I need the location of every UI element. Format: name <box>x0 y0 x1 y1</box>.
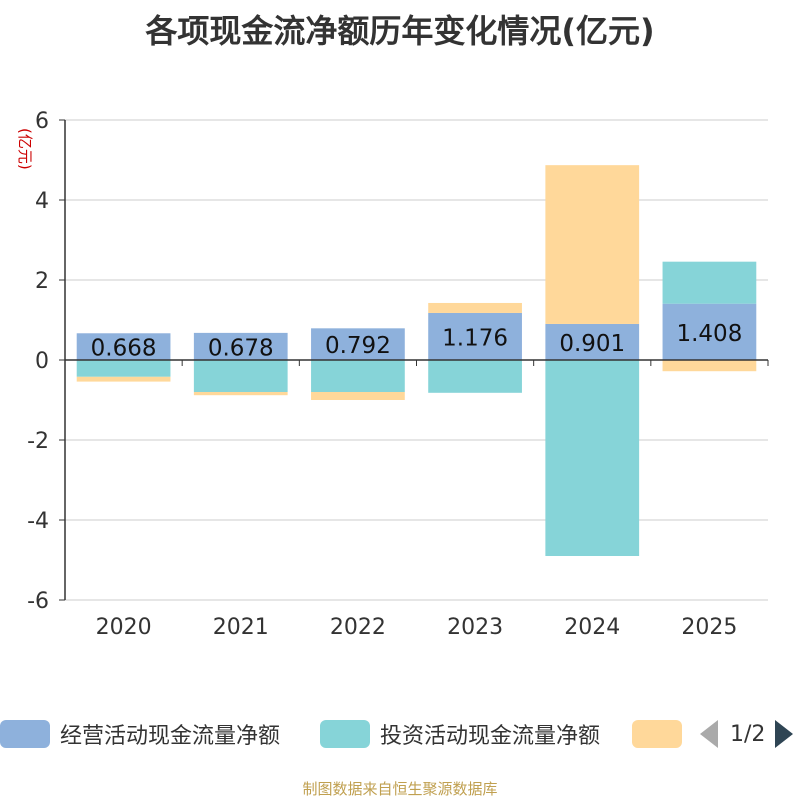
y-tick-label: 6 <box>35 109 49 134</box>
legend-item-operating[interactable]: 经营活动现金流量净额 <box>0 716 280 752</box>
legend-page-indicator: 1/2 <box>730 721 766 747</box>
legend-item-investing[interactable]: 投资活动现金流量净额 <box>320 716 600 752</box>
y-tick-label: -6 <box>27 589 49 614</box>
legend-swatch-investing <box>320 720 370 748</box>
legend-prev-page-icon[interactable] <box>700 720 718 748</box>
legend-label-investing: 投资活动现金流量净额 <box>380 724 601 749</box>
bar-2022-series-0 <box>311 328 405 360</box>
bar-2020-series-1 <box>76 360 171 377</box>
data-label: 0.792 <box>325 333 391 359</box>
data-label: 0.678 <box>208 335 274 361</box>
x-tick-label: 2023 <box>447 615 503 640</box>
y-tick-label: 0 <box>35 349 49 374</box>
x-tick-label: 2025 <box>681 615 737 640</box>
bar-2024-series-1 <box>545 360 640 556</box>
bar-2022-series-2 <box>311 392 405 400</box>
bar-2023-series-1 <box>428 360 522 393</box>
y-tick-label: 2 <box>35 269 49 294</box>
data-label: 0.901 <box>559 331 625 357</box>
bar-2021-series-1 <box>193 360 288 392</box>
data-label: 1.408 <box>676 321 742 347</box>
bar-2024-series-0 <box>545 323 640 360</box>
legend-pager: 1/2 <box>700 716 794 752</box>
y-tick-label: 4 <box>35 189 49 214</box>
x-tick-label: 2022 <box>330 615 386 640</box>
y-tick-label: -4 <box>27 509 49 534</box>
bar-2025-series-1 <box>662 261 757 304</box>
data-label: 1.176 <box>442 325 508 351</box>
data-source-note: 制图数据来自恒生聚源数据库 <box>302 780 498 798</box>
bar-2024-series-2 <box>545 165 640 324</box>
x-tick-label: 2024 <box>564 615 620 640</box>
bar-2020-series-0 <box>76 333 171 360</box>
chart-canvas: 6 4 2 0 -2 -4 -6 2020 2021 2022 2023 2024 2025 0.668 0… <box>27 109 769 640</box>
bar-2025-series-2 <box>662 360 757 372</box>
bar-2021-series-2 <box>193 392 288 396</box>
y-tick-label: -2 <box>27 429 49 454</box>
legend-label-operating: 经营活动现金流量净额 <box>60 724 281 749</box>
bar-2021-series-0 <box>193 332 288 360</box>
legend-swatch-third <box>632 720 682 748</box>
bar-2023-series-0 <box>428 312 522 360</box>
data-label: 0.668 <box>91 336 157 362</box>
x-tick-label: 2021 <box>213 615 269 640</box>
legend-swatch-operating <box>0 720 50 748</box>
chart-title: 各项现金流净额历年变化情况(亿元) <box>145 12 655 50</box>
bar-2025-series-0 <box>662 303 757 360</box>
legend-next-page-icon[interactable] <box>775 720 794 748</box>
legend-item-third[interactable] <box>632 716 692 752</box>
bar-2020-series-2 <box>76 376 171 382</box>
bar-2023-series-2 <box>428 302 522 313</box>
x-tick-label: 2020 <box>96 615 152 640</box>
bar-2022-series-1 <box>311 360 405 392</box>
legend: 经营活动现金流量净额 投资活动现金流量净额 1/2 <box>0 716 800 756</box>
